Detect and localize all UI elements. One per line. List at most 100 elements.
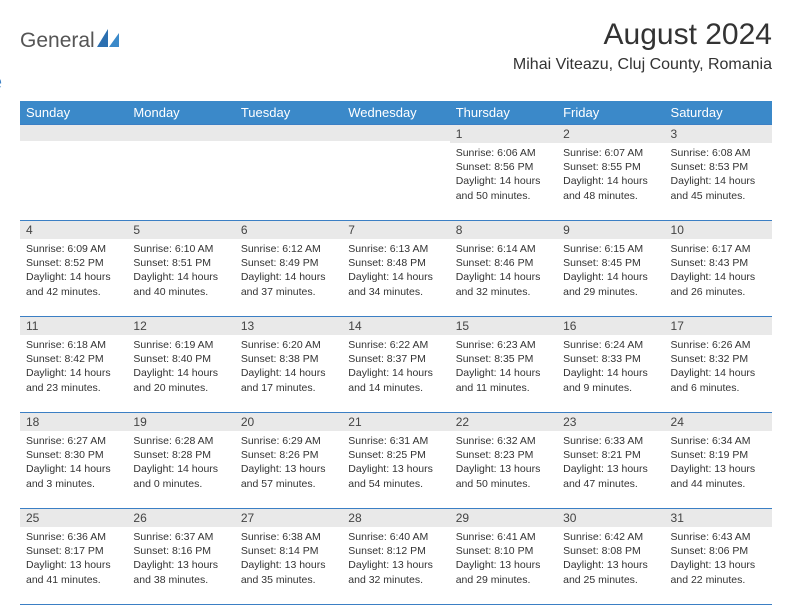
cell-line: Daylight: 13 hours <box>241 558 336 572</box>
day-number <box>127 125 234 141</box>
calendar-cell <box>235 125 342 221</box>
cell-line: and 0 minutes. <box>133 477 228 491</box>
calendar-cell: 5Sunrise: 6:10 AMSunset: 8:51 PMDaylight… <box>127 221 234 317</box>
calendar-cell <box>127 125 234 221</box>
cell-line: Daylight: 13 hours <box>671 462 766 476</box>
cell-line: Sunrise: 6:17 AM <box>671 242 766 256</box>
cell-body: Sunrise: 6:23 AMSunset: 8:35 PMDaylight:… <box>450 335 557 398</box>
logo-text-general: General <box>20 29 95 52</box>
cell-line: Daylight: 13 hours <box>26 558 121 572</box>
cell-line: Sunset: 8:21 PM <box>563 448 658 462</box>
cell-line: Sunrise: 6:09 AM <box>26 242 121 256</box>
cell-line: Sunset: 8:43 PM <box>671 256 766 270</box>
cell-line: Sunset: 8:55 PM <box>563 160 658 174</box>
cell-line: Sunrise: 6:19 AM <box>133 338 228 352</box>
cell-line: Sunset: 8:49 PM <box>241 256 336 270</box>
cell-line: and 9 minutes. <box>563 381 658 395</box>
cell-body: Sunrise: 6:27 AMSunset: 8:30 PMDaylight:… <box>20 431 127 494</box>
calendar-cell: 10Sunrise: 6:17 AMSunset: 8:43 PMDayligh… <box>665 221 772 317</box>
calendar-cell: 2Sunrise: 6:07 AMSunset: 8:55 PMDaylight… <box>557 125 664 221</box>
cell-line: Sunrise: 6:31 AM <box>348 434 443 448</box>
cell-body: Sunrise: 6:10 AMSunset: 8:51 PMDaylight:… <box>127 239 234 302</box>
cell-line: Sunset: 8:35 PM <box>456 352 551 366</box>
cell-body <box>127 141 234 147</box>
day-number: 28 <box>342 509 449 527</box>
cell-line: Sunrise: 6:14 AM <box>456 242 551 256</box>
calendar-cell: 22Sunrise: 6:32 AMSunset: 8:23 PMDayligh… <box>450 413 557 509</box>
cell-body: Sunrise: 6:38 AMSunset: 8:14 PMDaylight:… <box>235 527 342 590</box>
cell-line: Sunrise: 6:27 AM <box>26 434 121 448</box>
calendar-cell: 29Sunrise: 6:41 AMSunset: 8:10 PMDayligh… <box>450 509 557 605</box>
cell-line: Sunset: 8:06 PM <box>671 544 766 558</box>
cell-line: Sunset: 8:51 PM <box>133 256 228 270</box>
cell-line: Sunrise: 6:36 AM <box>26 530 121 544</box>
logo: General Blue <box>20 18 119 95</box>
day-number: 12 <box>127 317 234 335</box>
cell-line: Sunset: 8:19 PM <box>671 448 766 462</box>
cell-line: Sunrise: 6:10 AM <box>133 242 228 256</box>
cell-line: Sunrise: 6:22 AM <box>348 338 443 352</box>
cell-line: Daylight: 14 hours <box>563 270 658 284</box>
weekday-header: Saturday <box>665 101 772 125</box>
cell-line: Sunset: 8:48 PM <box>348 256 443 270</box>
cell-line: Sunset: 8:56 PM <box>456 160 551 174</box>
cell-line: Daylight: 14 hours <box>133 270 228 284</box>
cell-line: Sunset: 8:14 PM <box>241 544 336 558</box>
cell-body: Sunrise: 6:43 AMSunset: 8:06 PMDaylight:… <box>665 527 772 590</box>
day-number: 31 <box>665 509 772 527</box>
day-number: 25 <box>20 509 127 527</box>
cell-body: Sunrise: 6:32 AMSunset: 8:23 PMDaylight:… <box>450 431 557 494</box>
calendar-cell: 28Sunrise: 6:40 AMSunset: 8:12 PMDayligh… <box>342 509 449 605</box>
cell-line: Sunrise: 6:42 AM <box>563 530 658 544</box>
cell-line: Daylight: 13 hours <box>671 558 766 572</box>
cell-line: and 50 minutes. <box>456 189 551 203</box>
cell-line: and 40 minutes. <box>133 285 228 299</box>
header: General Blue August 2024 Mihai Viteazu, … <box>20 18 772 95</box>
cell-line: and 44 minutes. <box>671 477 766 491</box>
cell-line: Sunset: 8:40 PM <box>133 352 228 366</box>
cell-line: and 35 minutes. <box>241 573 336 587</box>
cell-line: Daylight: 14 hours <box>456 366 551 380</box>
cell-line: and 32 minutes. <box>348 573 443 587</box>
cell-line: and 54 minutes. <box>348 477 443 491</box>
cell-line: Daylight: 14 hours <box>26 366 121 380</box>
cell-line: Sunrise: 6:33 AM <box>563 434 658 448</box>
cell-body: Sunrise: 6:09 AMSunset: 8:52 PMDaylight:… <box>20 239 127 302</box>
day-number: 18 <box>20 413 127 431</box>
cell-line: and 41 minutes. <box>26 573 121 587</box>
cell-line: and 25 minutes. <box>563 573 658 587</box>
cell-line: Sunrise: 6:07 AM <box>563 146 658 160</box>
cell-line: Daylight: 14 hours <box>241 366 336 380</box>
cell-body: Sunrise: 6:29 AMSunset: 8:26 PMDaylight:… <box>235 431 342 494</box>
cell-line: Sunrise: 6:34 AM <box>671 434 766 448</box>
cell-line: Daylight: 14 hours <box>241 270 336 284</box>
cell-line: Sunset: 8:45 PM <box>563 256 658 270</box>
cell-line: Sunset: 8:16 PM <box>133 544 228 558</box>
calendar-cell: 20Sunrise: 6:29 AMSunset: 8:26 PMDayligh… <box>235 413 342 509</box>
weekday-header: Thursday <box>450 101 557 125</box>
day-number: 16 <box>557 317 664 335</box>
cell-body: Sunrise: 6:06 AMSunset: 8:56 PMDaylight:… <box>450 143 557 206</box>
cell-line: Sunrise: 6:38 AM <box>241 530 336 544</box>
cell-line: and 48 minutes. <box>563 189 658 203</box>
calendar-week-row: 18Sunrise: 6:27 AMSunset: 8:30 PMDayligh… <box>20 413 772 509</box>
cell-body: Sunrise: 6:37 AMSunset: 8:16 PMDaylight:… <box>127 527 234 590</box>
day-number: 21 <box>342 413 449 431</box>
cell-line: Daylight: 14 hours <box>26 462 121 476</box>
calendar-cell: 3Sunrise: 6:08 AMSunset: 8:53 PMDaylight… <box>665 125 772 221</box>
day-number: 9 <box>557 221 664 239</box>
cell-line: Daylight: 14 hours <box>348 270 443 284</box>
cell-line: Daylight: 14 hours <box>133 366 228 380</box>
cell-line: Daylight: 14 hours <box>348 366 443 380</box>
cell-line: and 17 minutes. <box>241 381 336 395</box>
logo-sail-icon <box>97 29 119 47</box>
cell-line: and 23 minutes. <box>26 381 121 395</box>
calendar-cell: 1Sunrise: 6:06 AMSunset: 8:56 PMDaylight… <box>450 125 557 221</box>
cell-line: Sunrise: 6:15 AM <box>563 242 658 256</box>
calendar-cell: 11Sunrise: 6:18 AMSunset: 8:42 PMDayligh… <box>20 317 127 413</box>
weekday-header: Tuesday <box>235 101 342 125</box>
calendar-cell: 12 Sunrise: 6:19 AMSunset: 8:40 PMDayligh… <box>127 317 234 413</box>
day-number: 22 <box>450 413 557 431</box>
day-number: 20 <box>235 413 342 431</box>
calendar-cell <box>20 125 127 221</box>
